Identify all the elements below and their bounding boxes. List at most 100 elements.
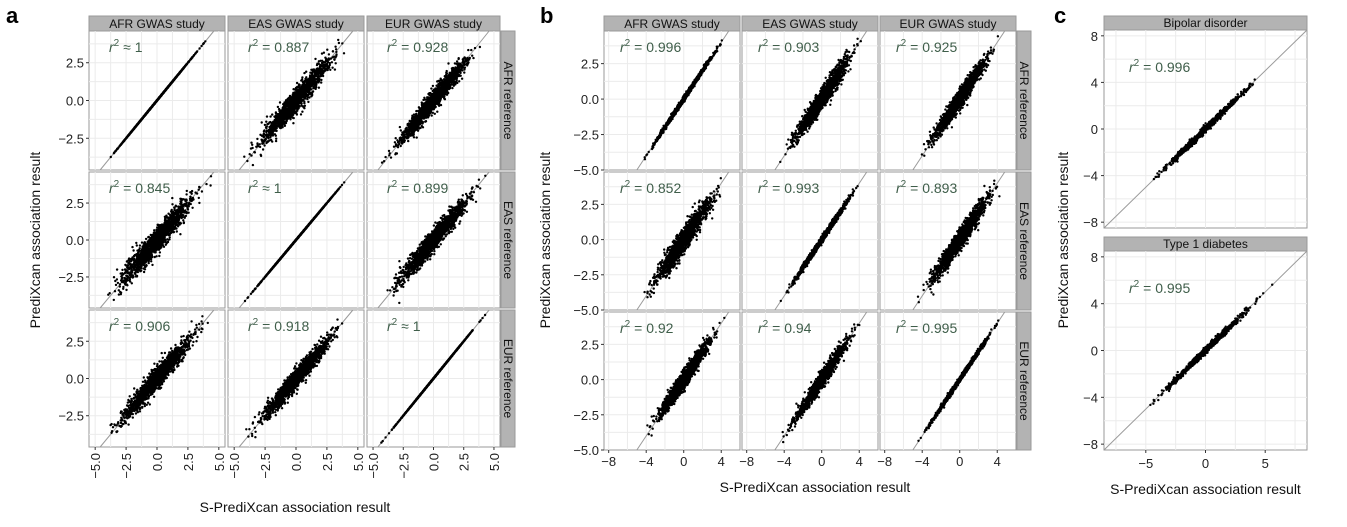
data-point [268, 130, 271, 134]
data-point [478, 45, 482, 49]
facet-strip-label: EAS GWAS study [248, 17, 344, 31]
data-point [300, 98, 303, 102]
data-point [164, 88, 167, 92]
data-point [269, 115, 272, 118]
data-point [388, 152, 391, 155]
data-point [451, 86, 454, 90]
data-point [292, 116, 295, 120]
data-point [415, 120, 419, 124]
data-point [457, 57, 460, 61]
data-point [415, 123, 418, 127]
data-point [288, 109, 291, 113]
data-point [432, 89, 436, 92]
data-point [334, 45, 337, 48]
data-point [114, 283, 118, 287]
data-point [426, 98, 429, 101]
data-point [454, 74, 458, 77]
data-point [446, 90, 449, 94]
data-point [260, 138, 263, 141]
data-point [260, 121, 263, 124]
data-point [320, 78, 323, 82]
data-point [146, 110, 150, 113]
data-point [316, 67, 319, 70]
data-point [270, 134, 274, 137]
data-point [461, 58, 464, 61]
data-point [267, 133, 271, 136]
data-point [316, 62, 319, 65]
data-point [272, 128, 275, 131]
data-point [398, 142, 401, 146]
data-point [319, 59, 322, 62]
data-point [464, 58, 468, 61]
data-point [437, 79, 440, 83]
data-point [320, 81, 323, 84]
data-point [412, 120, 416, 123]
data-point [135, 123, 139, 127]
data-point [442, 91, 446, 95]
data-point [402, 133, 405, 136]
data-point [384, 155, 387, 159]
data-point [258, 145, 262, 149]
data-point [473, 46, 477, 50]
data-point [265, 115, 269, 118]
data-point [333, 58, 336, 61]
data-point [295, 107, 298, 111]
data-point [251, 163, 255, 167]
data-point [322, 66, 325, 70]
data-point [261, 148, 265, 151]
data-point [409, 124, 413, 128]
data-point [190, 57, 193, 60]
data-point [306, 88, 309, 91]
data-point [445, 86, 448, 89]
data-point [316, 69, 320, 73]
data-point [174, 76, 178, 79]
data-point [416, 127, 419, 130]
data-point [412, 134, 415, 137]
data-point [253, 150, 256, 154]
data-point [243, 155, 246, 158]
data-point [279, 113, 282, 117]
data-point [435, 89, 438, 93]
data-point [407, 139, 410, 143]
data-point [458, 62, 461, 65]
data-point [422, 102, 426, 106]
data-point [400, 142, 404, 145]
data-point [310, 71, 314, 75]
data-point [258, 143, 261, 146]
data-point [250, 141, 253, 144]
data-point [426, 115, 430, 118]
data-point [309, 92, 312, 96]
data-point [318, 65, 322, 69]
data-point [451, 77, 454, 80]
data-point [185, 193, 188, 196]
data-point [412, 124, 415, 127]
data-point [298, 86, 301, 89]
data-point [333, 68, 337, 71]
data-point [271, 113, 274, 116]
data-point [181, 68, 184, 71]
data-point [301, 76, 304, 79]
data-point [316, 78, 319, 81]
data-point [291, 108, 295, 111]
data-point [284, 101, 287, 104]
data-point [138, 244, 142, 247]
data-point [471, 54, 474, 57]
data-point [445, 69, 448, 73]
data-point [425, 107, 428, 111]
data-point [401, 138, 405, 141]
data-point [445, 75, 448, 78]
data-point [265, 120, 268, 123]
data-point [394, 137, 397, 140]
data-point [438, 96, 441, 100]
data-point [412, 136, 416, 139]
data-point [414, 116, 417, 119]
data-point [274, 139, 278, 143]
data-point [166, 86, 169, 89]
data-point [182, 221, 185, 225]
data-point [425, 102, 428, 105]
data-point [267, 128, 271, 132]
data-point [314, 57, 317, 61]
data-point [313, 77, 316, 80]
data-point [453, 80, 456, 84]
